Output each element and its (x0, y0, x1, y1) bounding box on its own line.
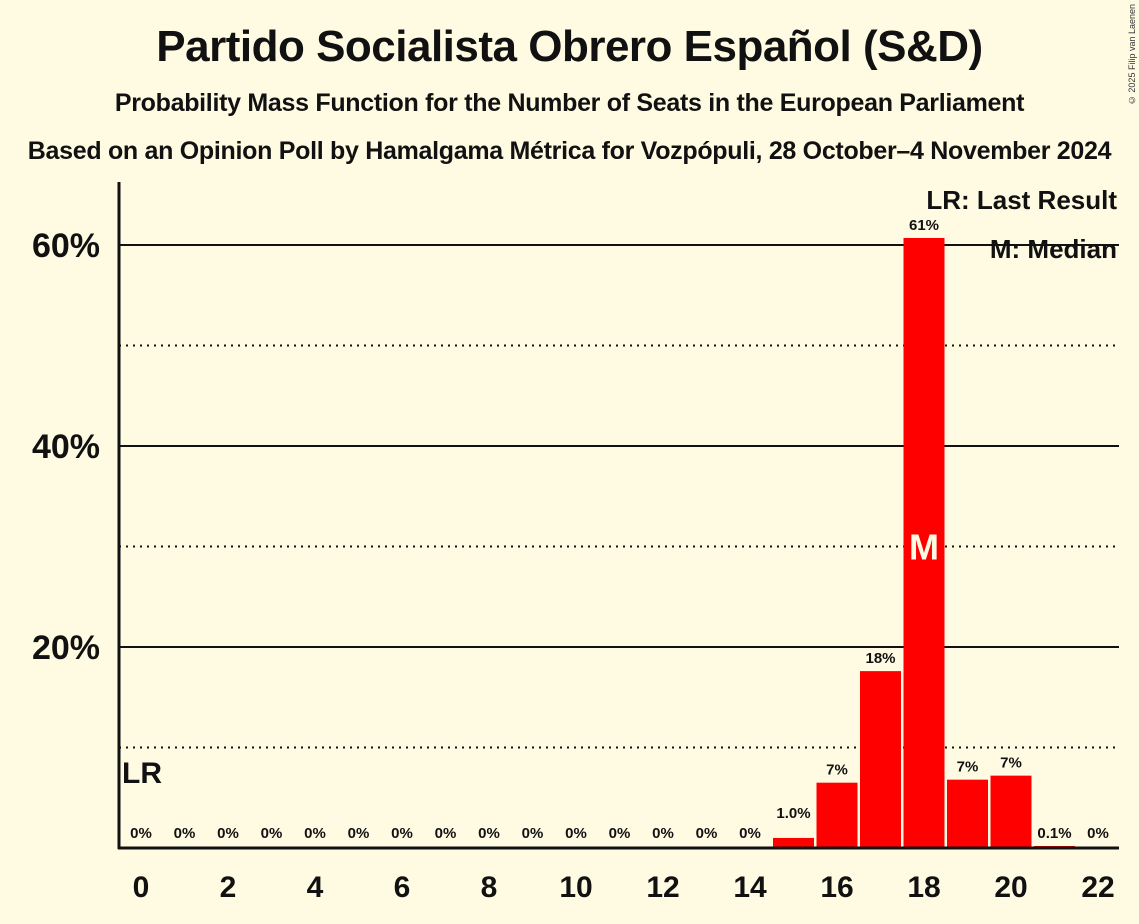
bar-value-label: 0% (348, 825, 370, 842)
chart-subtitle: Probability Mass Function for the Number… (114, 89, 1025, 117)
x-tick-label: 10 (559, 871, 592, 904)
bar-value-label: 0% (609, 825, 631, 842)
median-marker: M (909, 527, 939, 568)
bar-value-label: 61% (909, 217, 939, 234)
bar-value-label: 7% (826, 762, 848, 779)
chart-title: Partido Socialista Obrero Español (S&D) (156, 22, 983, 71)
bar-value-label: 18% (865, 650, 895, 667)
bar-value-label: 7% (957, 759, 979, 776)
bar-value-label: 0% (391, 825, 413, 842)
legend-last-result: LR: Last Result (926, 185, 1117, 215)
x-tick-label: 20 (994, 871, 1027, 904)
bar-value-label: 0% (1087, 825, 1109, 842)
bar-seat-15 (773, 837, 814, 848)
bar-value-label: 0% (478, 825, 500, 842)
bar-value-label: 0% (565, 825, 587, 842)
bar-value-label: 7% (1000, 755, 1022, 772)
bar-seat-17 (860, 671, 901, 848)
bar-seat-19 (947, 779, 988, 848)
bar-value-label: 0% (652, 825, 674, 842)
bar-value-label: 0% (261, 825, 283, 842)
y-tick-label: 20% (32, 629, 100, 667)
last-result-marker: LR (122, 757, 162, 790)
legend-median: M: Median (990, 234, 1117, 264)
x-tick-label: 0 (133, 871, 150, 904)
bar-seat-20 (990, 775, 1032, 848)
x-tick-label: 2 (220, 871, 237, 904)
x-tick-label: 6 (394, 871, 411, 904)
x-tick-label: 12 (646, 871, 679, 904)
y-tick-label: 40% (32, 428, 100, 466)
bar-value-label: 0% (522, 825, 544, 842)
bar-seat-18 (903, 237, 945, 849)
bar-value-label: 0% (696, 825, 718, 842)
x-tick-label: 18 (907, 871, 940, 904)
chart-source-line: Based on an Opinion Poll by Hamalgama Mé… (27, 137, 1112, 165)
bar-value-label: 0% (130, 825, 152, 842)
bar-value-label: 0% (174, 825, 196, 842)
x-tick-label: 16 (820, 871, 853, 904)
x-tick-label: 8 (481, 871, 498, 904)
x-tick-label: 14 (733, 871, 767, 904)
bar-value-label: 1.0% (776, 805, 810, 822)
bar-value-label: 0% (435, 825, 457, 842)
bar-value-label: 0% (304, 825, 326, 842)
bar-value-label: 0.1% (1037, 825, 1071, 842)
x-tick-label: 4 (307, 871, 324, 904)
x-tick-label: 22 (1081, 871, 1114, 904)
bar-value-label: 0% (739, 825, 761, 842)
y-tick-label: 60% (32, 227, 100, 265)
bar-seat-16 (816, 782, 858, 848)
bar-value-label: 0% (217, 825, 239, 842)
